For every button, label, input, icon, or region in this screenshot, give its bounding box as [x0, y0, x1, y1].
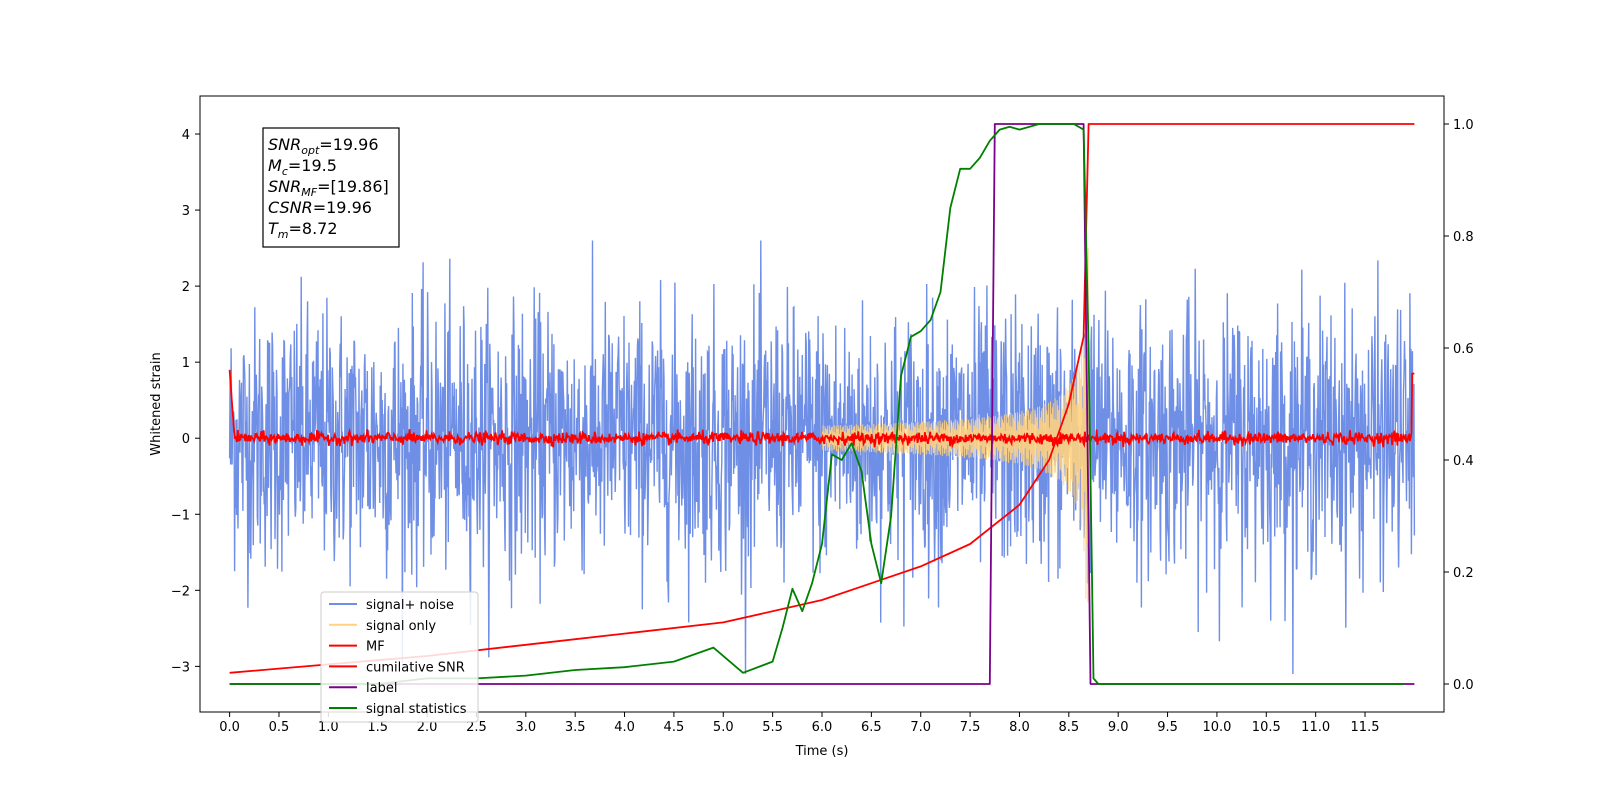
x-tick-label: 9.0	[1108, 720, 1129, 735]
legend-frame	[320, 591, 479, 723]
y-axis-label: Whitened strain	[149, 352, 164, 455]
x-tick-label: 0.5	[269, 720, 290, 735]
x-tick-label: 2.5	[466, 720, 487, 735]
annotation-line: CSNR=19.96	[268, 198, 372, 217]
y-axis-right: 1.0 0.8 0.6 0.4 0.2 0.0	[1444, 118, 1474, 693]
y-tick-label-right: 1.0	[1453, 118, 1474, 133]
annotation-frame	[262, 127, 400, 248]
y-tick-label-right: 0.2	[1453, 566, 1474, 581]
y-tick-label-left: 1	[182, 356, 190, 371]
x-tick-label: 8.0	[1009, 720, 1030, 735]
x-tick-label: 3.0	[515, 720, 536, 735]
x-tick-label: 7.0	[910, 720, 931, 735]
x-tick-label: 4.0	[614, 720, 635, 735]
x-tick-label: 3.5	[565, 720, 586, 735]
x-tick-label: 11.0	[1301, 720, 1330, 735]
series-mf	[228, 369, 1415, 449]
x-axis: 0.0 0.5 1.0 1.5 2.0 2.5 3.0 3.5 4.0 4.5 5.0 5.5 6.0 6…	[219, 712, 1379, 735]
x-tick-label: 5.5	[762, 720, 783, 735]
series-signal-noise	[228, 240, 1416, 675]
y-tick-label-left: 2	[182, 280, 190, 295]
y-tick-label-left: 4	[182, 128, 190, 143]
x-tick-label: 7.5	[960, 720, 981, 735]
y-tick-label-right: 0.6	[1453, 342, 1474, 357]
x-tick-label: 5.0	[713, 720, 734, 735]
x-tick-label: 1.5	[367, 720, 388, 735]
y-tick-label-left: −2	[171, 584, 190, 599]
legend: signal+ noise signal only MF cumilative SNR…	[320, 591, 479, 723]
x-tick-label: 10.5	[1252, 720, 1281, 735]
x-tick-label: 10.0	[1202, 720, 1231, 735]
x-tick-label: 9.5	[1157, 720, 1178, 735]
annotation-box: SNRopt=19.96Mc=19.5SNRMF=[19.86]CSNR=19.…	[262, 127, 400, 248]
x-tick-label: 0.0	[219, 720, 240, 735]
legend-label: label	[366, 681, 397, 696]
y-tick-label-left: −1	[171, 508, 190, 523]
series-signal-statistics	[229, 123, 1405, 685]
legend-label: cumilative SNR	[366, 660, 465, 675]
y-tick-label-right: 0.4	[1453, 454, 1474, 469]
x-tick-label: 11.5	[1351, 720, 1380, 735]
x-tick-label: 6.5	[861, 720, 882, 735]
annotation-line: Tm=8.72	[268, 219, 338, 241]
x-tick-label: 2.0	[417, 720, 438, 735]
series-signal-only	[821, 248, 1090, 603]
legend-label: MF	[366, 640, 385, 655]
legend-label: signal statistics	[366, 702, 467, 717]
y-tick-label-left: −3	[171, 660, 190, 675]
x-tick-label: 6.0	[812, 720, 833, 735]
x-axis-label: Time (s)	[795, 744, 849, 759]
annotation-line: SNRopt=19.96	[268, 135, 379, 157]
annotation-line: Mc=19.5	[268, 156, 337, 178]
y-tick-label-left: 3	[182, 204, 190, 219]
y-axis-left: 4 3 2 1 0 −1 −2 −3	[171, 128, 200, 675]
y-tick-label-right: 0.0	[1453, 678, 1474, 693]
x-tick-label: 8.5	[1058, 720, 1079, 735]
legend-label: signal only	[366, 619, 436, 634]
legend-label: signal+ noise	[366, 598, 454, 613]
y-tick-label-left: 0	[182, 432, 190, 447]
annotation-line: SNRMF=[19.86]	[268, 177, 389, 199]
y-tick-label-right: 0.8	[1453, 230, 1474, 245]
x-tick-label: 1.0	[318, 720, 339, 735]
x-tick-label: 4.5	[664, 720, 685, 735]
